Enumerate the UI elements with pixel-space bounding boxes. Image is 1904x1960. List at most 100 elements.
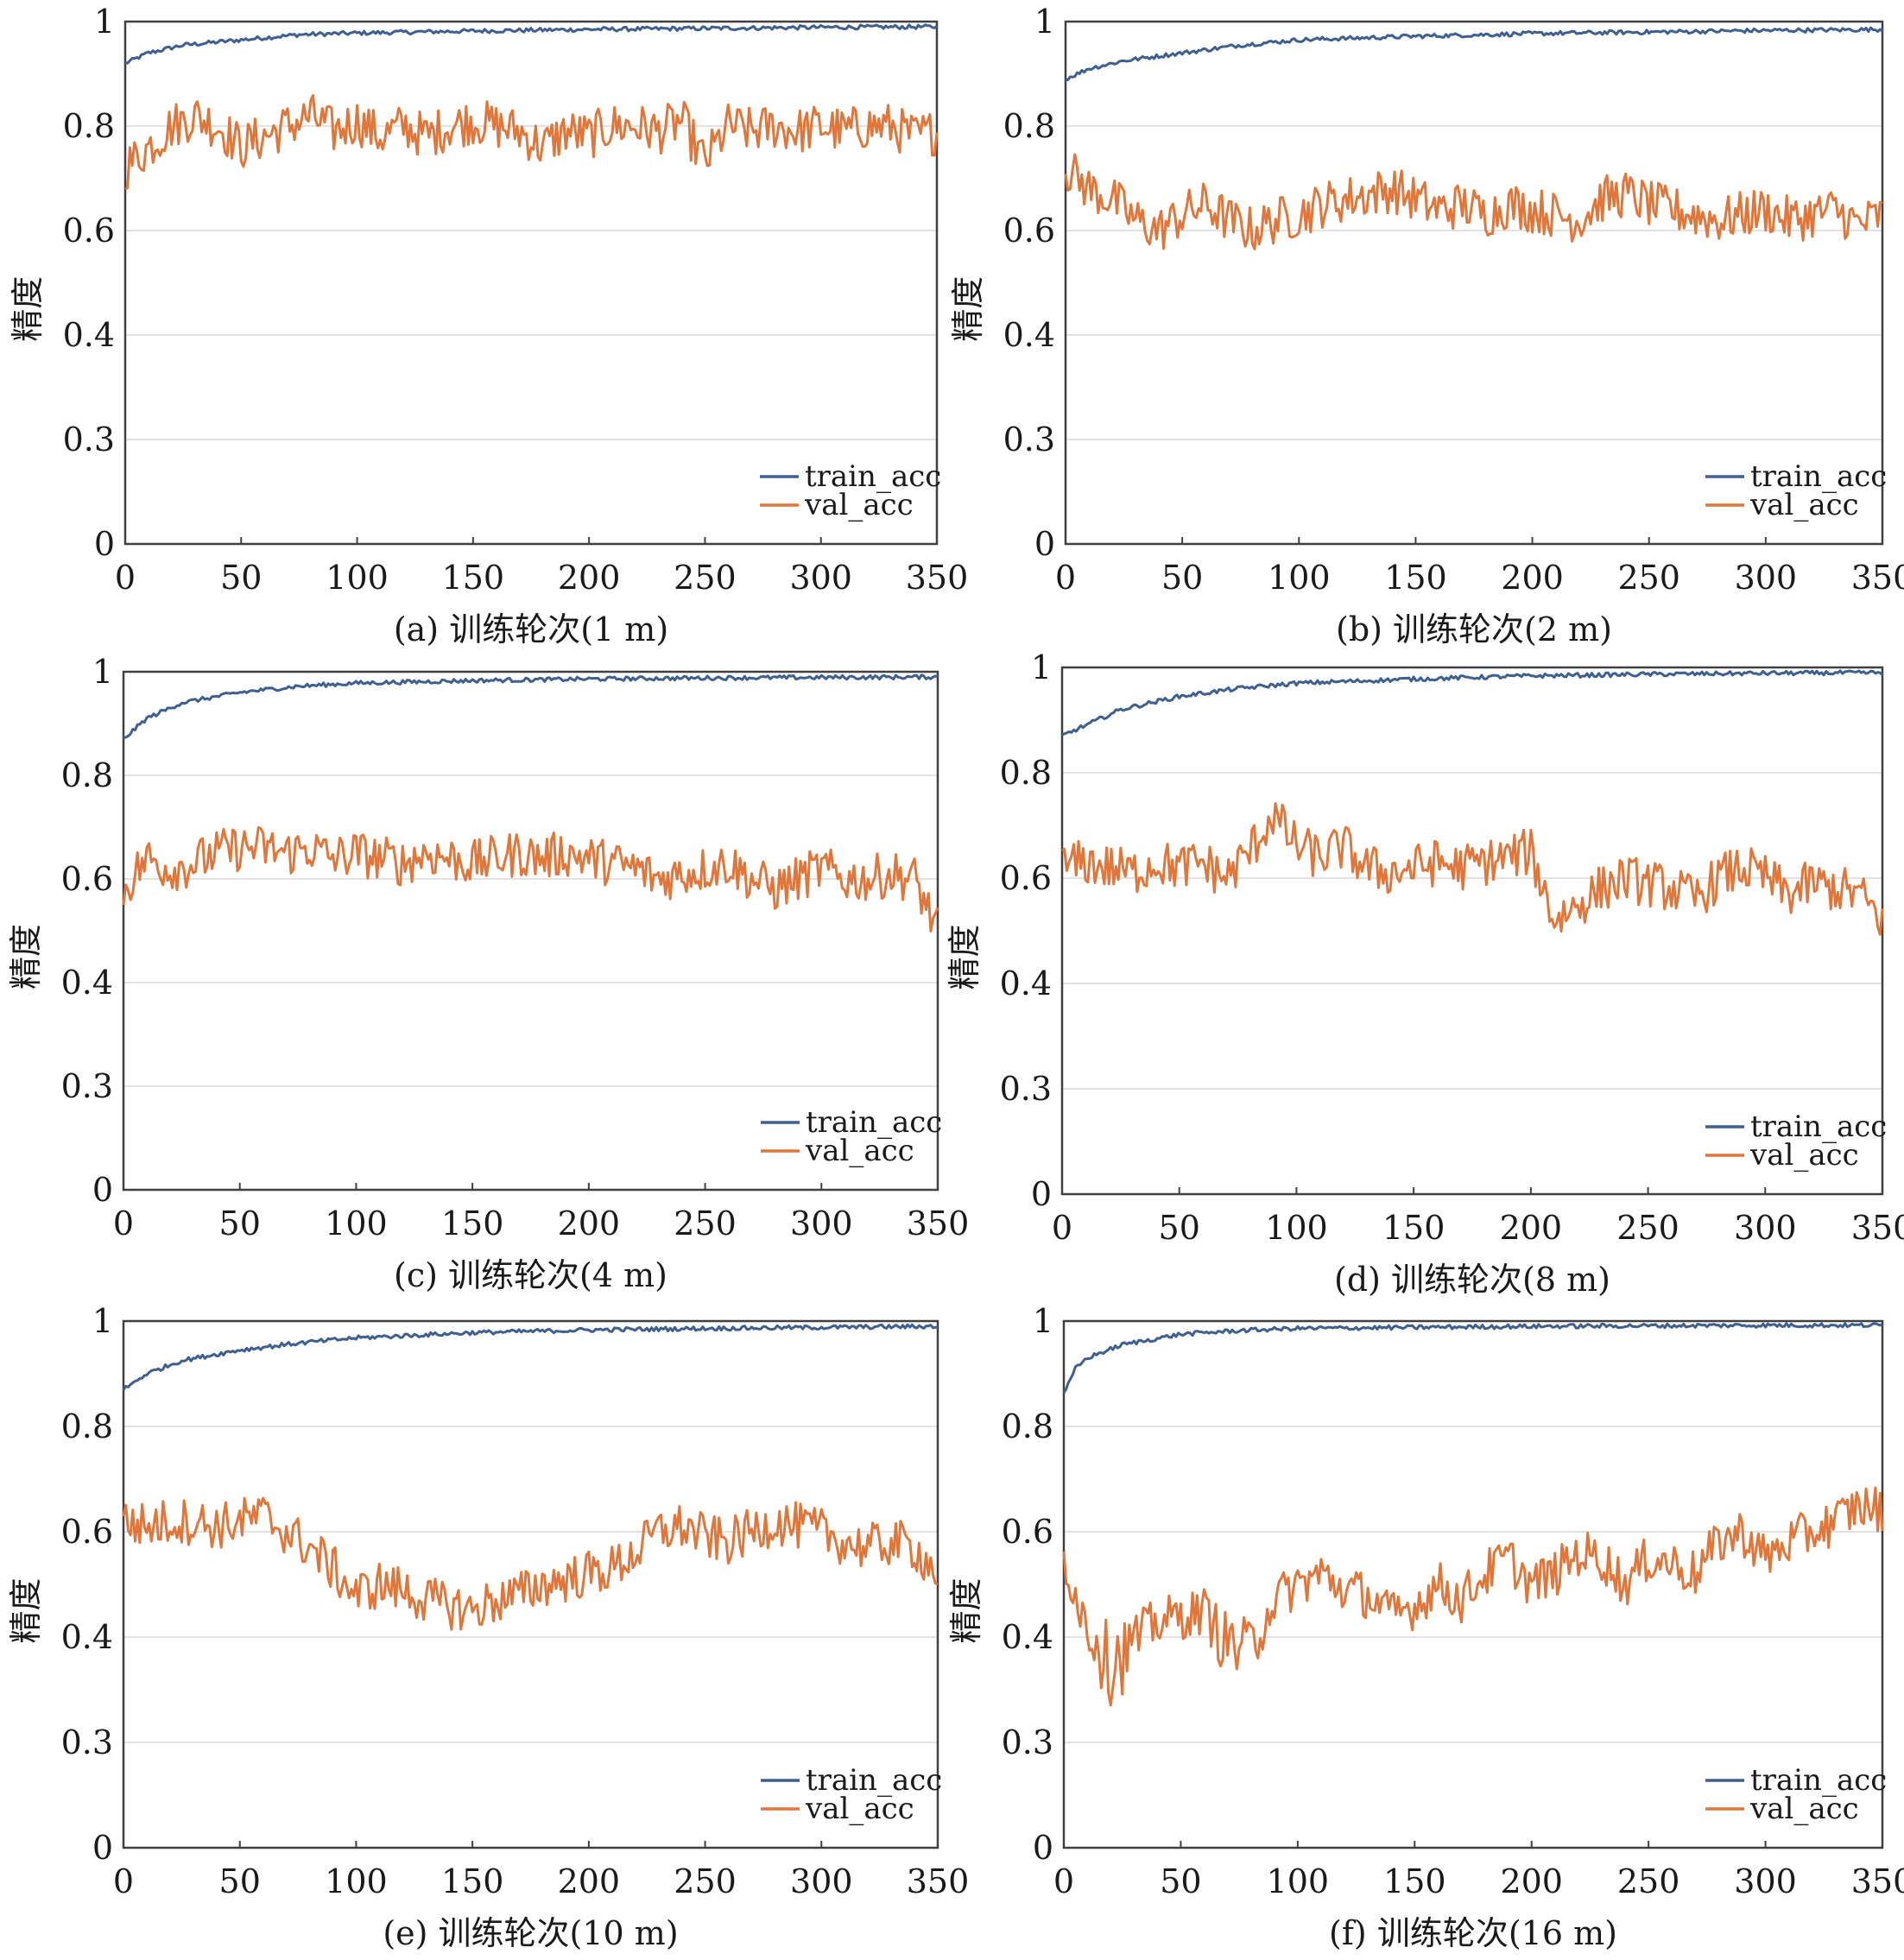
panel-caption: (b) 训练轮次(2 m): [1336, 610, 1612, 648]
x-tick-label: 150: [1383, 1862, 1446, 1900]
x-tick-label: 100: [325, 1204, 388, 1242]
y-tick-label: 0.3: [1002, 1723, 1053, 1761]
series-line-train_acc: [122, 1323, 939, 1391]
x-tick-label: 300: [790, 1862, 853, 1900]
x-tick-label: 250: [1616, 1209, 1679, 1247]
series-line-val_acc: [1062, 1486, 1884, 1707]
x-tick-label: 0: [1053, 1862, 1074, 1900]
x-tick-label: 0: [113, 1862, 134, 1900]
x-tick-label: 100: [1265, 1209, 1328, 1247]
x-tick-label: 350: [906, 559, 969, 597]
legend-label-train_acc: train_acc: [806, 1105, 942, 1140]
y-tick-label: 0.6: [1002, 1513, 1053, 1551]
y-tick-label: 0: [92, 1171, 113, 1209]
y-tick-label: 1: [1033, 1302, 1053, 1340]
legend-label-train_acc: train_acc: [806, 1763, 942, 1798]
plot-frame: [1064, 20, 1884, 546]
x-tick-label: 350: [907, 1204, 970, 1242]
x-tick-label: 200: [1500, 1209, 1563, 1247]
y-tick-label: 0: [92, 1829, 113, 1867]
x-tick-label: 200: [558, 1862, 621, 1900]
legend-label-val_acc: val_acc: [804, 488, 914, 522]
y-tick-label: 0.4: [1002, 1618, 1053, 1656]
panel-caption: (f) 训练轮次(16 m): [1329, 1914, 1617, 1952]
series-line-train_acc: [1065, 26, 1883, 82]
y-axis-label: 精度: [949, 276, 987, 342]
y-tick-label: 0.4: [61, 964, 113, 1002]
x-tick-label: 100: [325, 1862, 388, 1900]
legend-label-train_acc: train_acc: [1750, 1763, 1887, 1798]
y-tick-label: 0.8: [63, 107, 115, 145]
y-tick-label: 0.4: [61, 1618, 113, 1656]
y-axis-label: 精度: [947, 1577, 985, 1643]
y-tick-label: 0.4: [1003, 316, 1055, 354]
y-tick-label: 0: [1034, 525, 1055, 563]
y-tick-label: 0.8: [1003, 107, 1055, 145]
x-tick-label: 200: [1501, 559, 1564, 597]
y-tick-label: 0.3: [61, 1067, 113, 1105]
x-tick-label: 300: [790, 1204, 853, 1242]
panel-caption: (c) 训练轮次(4 m): [394, 1256, 667, 1294]
x-tick-label: 150: [441, 1204, 504, 1242]
x-tick-label: 100: [1268, 559, 1331, 597]
y-tick-label: 0.6: [1000, 859, 1052, 897]
x-tick-label: 250: [674, 1204, 737, 1242]
legend-label-train_acc: train_acc: [1750, 1110, 1887, 1144]
plot-frame: [123, 20, 939, 546]
x-tick-label: 350: [1851, 1209, 1904, 1247]
x-tick-label: 300: [1735, 559, 1798, 597]
x-tick-label: 50: [1160, 1862, 1201, 1900]
y-axis-label: 精度: [7, 924, 45, 989]
x-tick-label: 350: [907, 1862, 970, 1900]
x-tick-label: 300: [789, 559, 852, 597]
x-tick-label: 200: [1500, 1862, 1563, 1900]
y-tick-label: 0.8: [1002, 1407, 1053, 1445]
x-tick-label: 50: [219, 1862, 261, 1900]
x-tick-label: 50: [1161, 559, 1203, 597]
x-tick-label: 150: [1384, 559, 1447, 597]
chart-panel-a: 0 0.3 0.4 0.6 0.8 1 0 50 100 150 200 250 300 350 精度 (a)…: [9, 3, 968, 648]
x-tick-label: 150: [442, 559, 505, 597]
chart-panel-d: 0 0.3 0.4 0.6 0.8 1 0 50 100 150 200 250 300 350 精度 (d)…: [946, 648, 1904, 1299]
y-tick-label: 0.6: [61, 860, 113, 898]
y-tick-label: 1: [94, 3, 115, 41]
y-axis-label: 精度: [946, 924, 984, 989]
y-tick-label: 1: [1034, 3, 1055, 41]
series-line-val_acc: [1064, 153, 1883, 250]
y-tick-label: 0.4: [63, 316, 115, 354]
chart-panel-c: 0 0.3 0.4 0.6 0.8 1 0 50 100 150 200 250 300 350 精度 (c)…: [7, 653, 969, 1294]
x-tick-label: 150: [441, 1862, 504, 1900]
legend-label-train_acc: train_acc: [1750, 459, 1887, 494]
chart-panel-e: 0 0.3 0.4 0.6 0.8 1 0 50 100 150 200 250 300 350 精度 (e)…: [7, 1302, 969, 1952]
x-tick-label: 250: [674, 559, 737, 597]
y-tick-label: 0.3: [1003, 420, 1055, 458]
series-line-val_acc: [1061, 802, 1884, 936]
series-line-val_acc: [124, 94, 939, 190]
x-tick-label: 350: [1851, 559, 1904, 597]
panel-caption: (e) 训练轮次(10 m): [383, 1914, 678, 1952]
x-tick-label: 150: [1382, 1209, 1445, 1247]
panel-caption: (d) 训练轮次(8 m): [1334, 1261, 1610, 1299]
legend-label-train_acc: train_acc: [805, 459, 941, 494]
plot-frame: [1060, 666, 1884, 1196]
y-tick-label: 1: [1031, 648, 1052, 686]
y-axis-label: 精度: [7, 1577, 45, 1643]
y-tick-label: 1: [92, 1302, 113, 1340]
plot-frame: [1062, 1319, 1884, 1849]
plot-frame: [122, 670, 939, 1192]
legend-label-val_acc: val_acc: [1749, 1792, 1859, 1826]
x-tick-label: 0: [1055, 559, 1076, 597]
y-tick-label: 0.8: [1000, 754, 1052, 792]
y-tick-label: 0.6: [61, 1513, 113, 1551]
x-tick-label: 50: [1159, 1209, 1200, 1247]
panel-caption: (a) 训练轮次(1 m): [394, 610, 668, 648]
y-axis-label: 精度: [9, 276, 47, 342]
x-tick-label: 250: [1617, 1862, 1680, 1900]
legend-label-val_acc: val_acc: [805, 1792, 914, 1826]
series-line-train_acc: [123, 673, 939, 739]
y-tick-label: 0: [94, 525, 115, 563]
x-tick-label: 100: [1267, 1862, 1330, 1900]
legend-label-val_acc: val_acc: [1749, 488, 1859, 522]
y-tick-label: 1: [92, 653, 113, 691]
